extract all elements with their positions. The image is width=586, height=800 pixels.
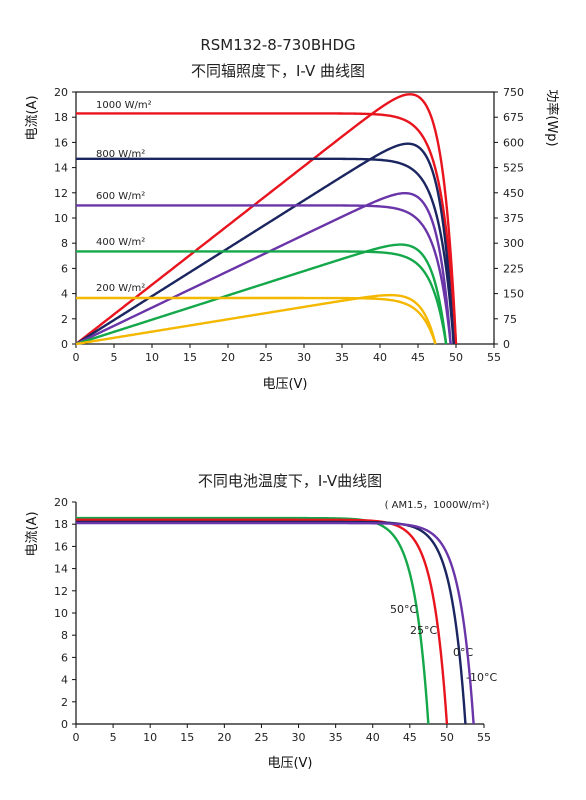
y2-tick-label: 0 (503, 338, 510, 351)
y2-tick-label: 225 (503, 262, 524, 275)
y-tick-label: 12 (54, 187, 68, 200)
y-tick-label: 18 (54, 111, 68, 124)
y2-tick-label: 750 (503, 86, 524, 99)
series-label: 25°C (410, 624, 437, 637)
chart2-xlabel: 电压(V) (267, 756, 312, 771)
y-tick-label: 16 (54, 136, 68, 149)
x-tick-label: 25 (254, 731, 268, 744)
iv-curve (76, 521, 475, 725)
iv-curve (76, 520, 467, 725)
y-tick-label: 10 (54, 607, 68, 620)
y-tick-label: 4 (61, 674, 68, 687)
x-tick-label: 35 (335, 351, 349, 364)
y-tick-label: 6 (61, 651, 68, 664)
x-tick-label: 0 (73, 731, 80, 744)
y-tick-label: 14 (54, 162, 68, 175)
series-label: 800 W/m² (96, 149, 145, 160)
y-tick-label: 12 (54, 585, 68, 598)
x-tick-label: 45 (403, 731, 417, 744)
x-tick-label: 40 (366, 731, 380, 744)
x-tick-label: 40 (373, 351, 387, 364)
x-tick-label: 10 (145, 351, 159, 364)
x-tick-label: 5 (110, 731, 117, 744)
y2-tick-label: 75 (503, 313, 517, 326)
x-tick-label: 35 (329, 731, 343, 744)
iv-curve (76, 296, 437, 345)
y2-tick-label: 675 (503, 111, 524, 124)
y-tick-label: 10 (54, 212, 68, 225)
pv-curve (75, 191, 452, 346)
x-tick-label: 0 (73, 351, 80, 364)
x-tick-label: 30 (292, 731, 306, 744)
chart1-xlabel: 电压(V) (262, 377, 307, 392)
series-label: 200 W/m² (96, 283, 145, 294)
x-tick-label: 15 (183, 351, 197, 364)
x-tick-label: 55 (477, 731, 491, 744)
iv-curve (76, 204, 452, 345)
pv-curve (75, 93, 458, 345)
x-tick-label: 5 (111, 351, 118, 364)
y-tick-label: 14 (54, 563, 68, 576)
chart1-title: RSM132-8-730BHDG (200, 36, 355, 54)
x-tick-label: 30 (297, 351, 311, 364)
chart2-annotation: ( AM1.5，1000W/m²) (385, 500, 490, 511)
x-tick-label: 45 (411, 351, 425, 364)
y2-tick-label: 375 (503, 212, 524, 225)
y-tick-label: 0 (61, 718, 68, 731)
series-label: 400 W/m² (96, 237, 145, 248)
chart2-ylabel: 电流(A) (25, 511, 40, 556)
pv-curve (75, 293, 437, 346)
iv-curve (76, 157, 455, 345)
x-tick-label: 20 (217, 731, 231, 744)
chart2-title: 不同电池温度下，I-V曲线图 (198, 472, 382, 490)
x-tick-label: 50 (440, 731, 454, 744)
y-tick-label: 8 (61, 237, 68, 250)
chart1-y2label: 功率(Wp) (544, 89, 560, 146)
y-tick-label: 0 (61, 338, 68, 351)
y-tick-label: 2 (61, 313, 68, 326)
y2-tick-label: 525 (503, 162, 524, 175)
chart2-plot: 0 5 10 15 20 25 30 35 40 45 50 55 0 2 4 6 8 10 12 14 16 18 20 5… (54, 496, 497, 744)
iv-curve (76, 250, 448, 345)
pv-curve (75, 142, 455, 346)
y-tick-label: 20 (54, 86, 68, 99)
y2-tick-label: 600 (503, 136, 524, 149)
series-label: 1000 W/m² (96, 100, 152, 111)
series-label: 600 W/m² (96, 191, 145, 202)
series-label: 0°C (453, 646, 473, 659)
chart1-subtitle: 不同辐照度下，I-V 曲线图 (191, 62, 365, 80)
y-tick-label: 8 (61, 629, 68, 642)
chart1-plot: 0 5 10 15 20 25 30 35 40 45 50 55024681012141618200… (54, 86, 524, 364)
y-tick-label: 2 (61, 696, 68, 709)
x-tick-label: 20 (221, 351, 235, 364)
y-tick-label: 6 (61, 262, 68, 275)
y-tick-label: 18 (54, 518, 68, 531)
pv-curve (75, 243, 448, 346)
x-tick-label: 10 (143, 731, 157, 744)
y-tick-label: 20 (54, 496, 68, 509)
iv-curve (76, 518, 449, 725)
y-tick-label: 16 (54, 540, 68, 553)
x-tick-label: 25 (259, 351, 273, 364)
y2-tick-label: 150 (503, 288, 524, 301)
x-tick-label: 15 (180, 731, 194, 744)
y2-tick-label: 300 (503, 237, 524, 250)
y-tick-label: 4 (61, 288, 68, 301)
x-tick-label: 55 (487, 351, 501, 364)
iv-curve (76, 112, 458, 345)
series-label: 50°C (390, 603, 417, 616)
iv-curve (76, 516, 430, 725)
chart1-ylabel: 电流(A) (25, 95, 40, 140)
x-tick-label: 50 (449, 351, 463, 364)
series-label: -10°C (466, 671, 497, 684)
y2-tick-label: 450 (503, 187, 524, 200)
